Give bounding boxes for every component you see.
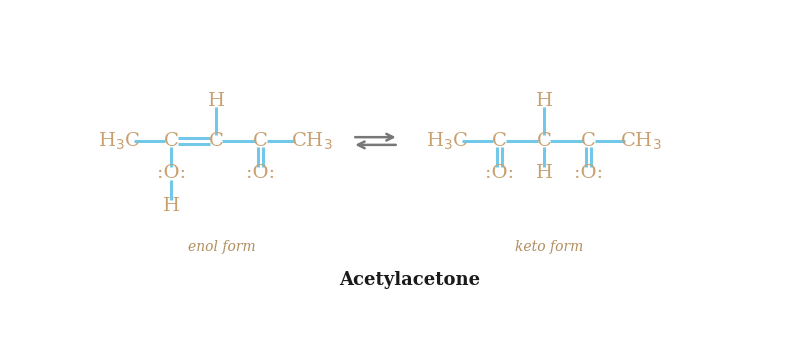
- Text: C: C: [164, 132, 179, 150]
- Text: C: C: [537, 132, 552, 150]
- Text: :O:: :O:: [157, 164, 186, 182]
- Text: :O:: :O:: [574, 164, 603, 182]
- Text: keto form: keto form: [514, 239, 583, 253]
- Text: CH$_3$: CH$_3$: [620, 130, 662, 152]
- Text: :O:: :O:: [485, 164, 514, 182]
- Text: H$_3$C: H$_3$C: [98, 130, 140, 152]
- Text: C: C: [492, 132, 507, 150]
- Text: Acetylacetone: Acetylacetone: [340, 271, 481, 288]
- Text: H: H: [536, 92, 553, 110]
- Text: C: C: [208, 132, 223, 150]
- Text: H: H: [207, 92, 224, 110]
- Text: C: C: [253, 132, 268, 150]
- Text: :O:: :O:: [246, 164, 276, 182]
- Text: enol form: enol form: [187, 239, 256, 253]
- Text: CH$_3$: CH$_3$: [291, 130, 332, 152]
- Text: H$_3$C: H$_3$C: [426, 130, 469, 152]
- Text: C: C: [582, 132, 596, 150]
- Text: H: H: [536, 164, 553, 182]
- Text: H: H: [163, 197, 180, 216]
